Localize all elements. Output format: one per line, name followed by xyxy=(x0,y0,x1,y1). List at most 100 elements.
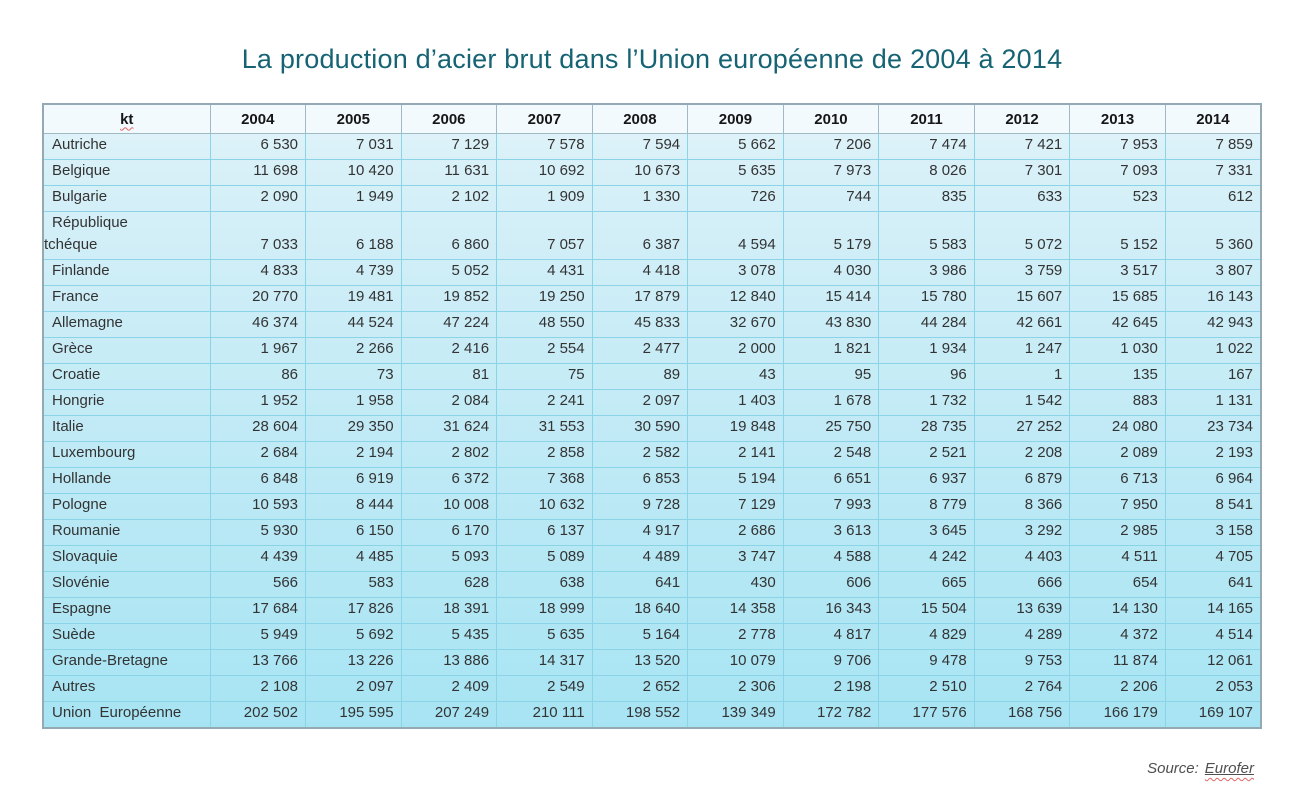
value-cell: 2 416 xyxy=(400,337,498,364)
table-row: Slovénie 566 583 628 638 641 430 606 665 666 654 64… xyxy=(42,571,1262,598)
value-cell: 16 343 xyxy=(782,597,880,624)
value-cell: 6 170 xyxy=(400,519,498,546)
country-label: Italie xyxy=(42,415,211,442)
value-cell: 17 826 xyxy=(305,597,402,624)
value-cell: 43 xyxy=(687,363,784,390)
value-cell: 2 652 xyxy=(591,675,689,702)
value-cell: 15 780 xyxy=(878,285,975,312)
value-cell: 2 194 xyxy=(305,441,402,468)
value-cell: 2 548 xyxy=(782,441,880,468)
value-cell: 168 756 xyxy=(973,701,1071,729)
value-cell: 42 645 xyxy=(1069,311,1166,338)
unit-header: kt xyxy=(42,103,211,134)
value-cell: 4 439 xyxy=(209,545,307,572)
value-cell: 4 817 xyxy=(782,623,880,650)
value-cell: 3 645 xyxy=(878,519,975,546)
value-cell: 28 604 xyxy=(209,415,307,442)
value-cell: 1 131 xyxy=(1164,389,1262,416)
value-cell: 177 576 xyxy=(878,701,975,729)
value-cell: 2 208 xyxy=(973,441,1071,468)
value-cell: 883 xyxy=(1069,389,1166,416)
value-cell: 2 684 xyxy=(209,441,307,468)
value-cell: 2 778 xyxy=(687,623,784,650)
value-cell: 5 635 xyxy=(496,623,593,650)
value-cell: 7 368 xyxy=(496,467,593,494)
value-cell: 4 403 xyxy=(973,545,1071,572)
value-cell: 9 478 xyxy=(878,649,975,676)
value-cell: 2 554 xyxy=(496,337,593,364)
value-cell: 8 026 xyxy=(878,159,975,186)
value-cell: 6 188 xyxy=(305,211,402,260)
value-cell: 4 511 xyxy=(1069,545,1166,572)
value-cell: 7 953 xyxy=(1069,133,1166,160)
value-cell: 3 759 xyxy=(973,259,1071,286)
value-cell: 628 xyxy=(400,571,498,598)
value-cell: 4 418 xyxy=(591,259,689,286)
table-row: Bulgarie 2 090 1 949 2 102 1 909 1 330 726 744 8… xyxy=(42,185,1262,212)
value-cell: 166 179 xyxy=(1069,701,1166,729)
value-cell: 2 089 xyxy=(1069,441,1166,468)
value-cell: 1 678 xyxy=(782,389,880,416)
value-cell: 7 474 xyxy=(878,133,975,160)
value-cell: 2 764 xyxy=(973,675,1071,702)
value-cell: 31 624 xyxy=(400,415,498,442)
value-cell: 3 613 xyxy=(782,519,880,546)
table-row: Autriche 6 530 7 031 7 129 7 578 7 594 5 662 7 … xyxy=(42,133,1262,160)
value-cell: 1 958 xyxy=(305,389,402,416)
value-cell: 169 107 xyxy=(1164,701,1262,729)
value-cell: 583 xyxy=(305,571,402,598)
value-cell: 32 670 xyxy=(687,311,784,338)
value-cell: 641 xyxy=(1164,571,1262,598)
value-cell: 7 031 xyxy=(305,133,402,160)
value-cell: 4 594 xyxy=(687,211,784,260)
value-cell: 5 179 xyxy=(782,211,880,260)
value-cell: 5 164 xyxy=(591,623,689,650)
value-cell: 4 588 xyxy=(782,545,880,572)
value-cell: 47 224 xyxy=(400,311,498,338)
table-row: Union Européenne 202 502 195 595 207 249 210… xyxy=(42,701,1262,729)
source-reference: Eurofer xyxy=(1205,760,1254,777)
value-cell: 81 xyxy=(400,363,498,390)
value-cell: 29 350 xyxy=(305,415,402,442)
value-cell: 135 xyxy=(1069,363,1166,390)
country-label: Luxembourg xyxy=(42,441,211,468)
country-label: Slovaquie xyxy=(42,545,211,572)
table-row: Belgique 11 698 10 420 11 631 10 692 10 673 5 … xyxy=(42,159,1262,186)
value-cell: 6 150 xyxy=(305,519,402,546)
value-cell: 2 193 xyxy=(1164,441,1262,468)
value-cell: 2 510 xyxy=(878,675,975,702)
value-cell: 2 102 xyxy=(400,185,498,212)
value-cell: 172 782 xyxy=(782,701,880,729)
value-cell: 6 848 xyxy=(209,467,307,494)
value-cell: 8 541 xyxy=(1164,493,1262,520)
value-cell: 3 158 xyxy=(1164,519,1262,546)
source-note: Source: Eurofer xyxy=(1147,760,1254,777)
value-cell: 1 030 xyxy=(1069,337,1166,364)
value-cell: 13 226 xyxy=(305,649,402,676)
value-cell: 13 639 xyxy=(973,597,1071,624)
source-reference-text: Eurofer xyxy=(1204,760,1254,777)
value-cell: 4 431 xyxy=(496,259,593,286)
value-cell: 2 090 xyxy=(209,185,307,212)
value-cell: 5 152 xyxy=(1069,211,1166,260)
value-cell: 42 661 xyxy=(973,311,1071,338)
year-header: 2014 xyxy=(1164,103,1262,134)
value-cell: 19 481 xyxy=(305,285,402,312)
value-cell: 43 830 xyxy=(782,311,880,338)
value-cell: 6 879 xyxy=(973,467,1071,494)
value-cell: 24 080 xyxy=(1069,415,1166,442)
value-cell: 10 632 xyxy=(496,493,593,520)
value-cell: 2 084 xyxy=(400,389,498,416)
value-cell: 13 520 xyxy=(591,649,689,676)
value-cell: 5 930 xyxy=(209,519,307,546)
value-cell: 207 249 xyxy=(400,701,498,729)
value-cell: 666 xyxy=(973,571,1071,598)
value-cell: 4 705 xyxy=(1164,545,1262,572)
value-cell: 7 129 xyxy=(400,133,498,160)
value-cell: 2 521 xyxy=(878,441,975,468)
country-label: Grande-Bretagne xyxy=(42,649,211,676)
value-cell: 96 xyxy=(878,363,975,390)
year-header: 2005 xyxy=(305,103,402,134)
value-cell: 17 684 xyxy=(209,597,307,624)
